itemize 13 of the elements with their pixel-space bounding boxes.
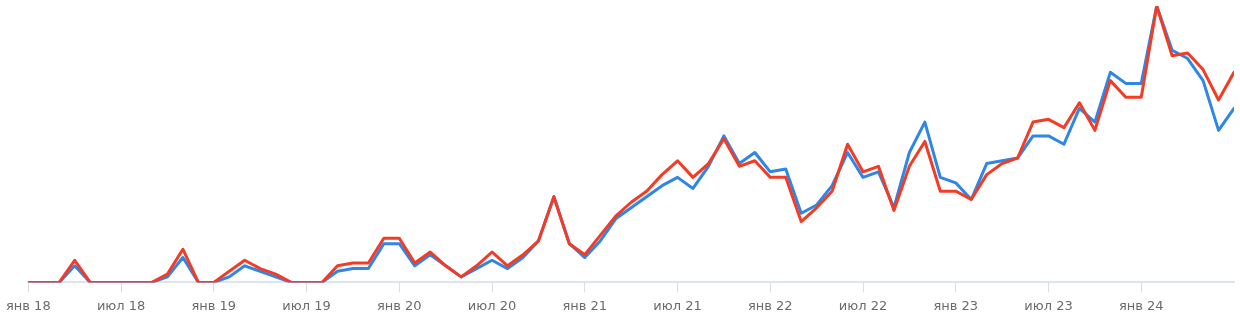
x-tick-label: июл 21 — [653, 297, 702, 313]
x-tick-label: янв 24 — [1118, 297, 1164, 313]
x-tick-label: июл 18 — [96, 297, 146, 313]
x-tick-label: июл 23 — [1024, 297, 1073, 313]
x-tick-label: июл 22 — [838, 297, 888, 313]
x-tick-label: янв 19 — [191, 297, 237, 313]
x-tick-label: янв 22 — [747, 297, 793, 313]
x-tick-label: июл 19 — [282, 297, 331, 313]
x-tick-label: янв 18 — [6, 297, 51, 313]
x-tick-label: янв 21 — [562, 297, 608, 313]
x-tick-label: июл 20 — [467, 297, 517, 313]
x-tick-label: янв 20 — [376, 297, 422, 313]
x-tick-label: янв 23 — [933, 297, 979, 313]
